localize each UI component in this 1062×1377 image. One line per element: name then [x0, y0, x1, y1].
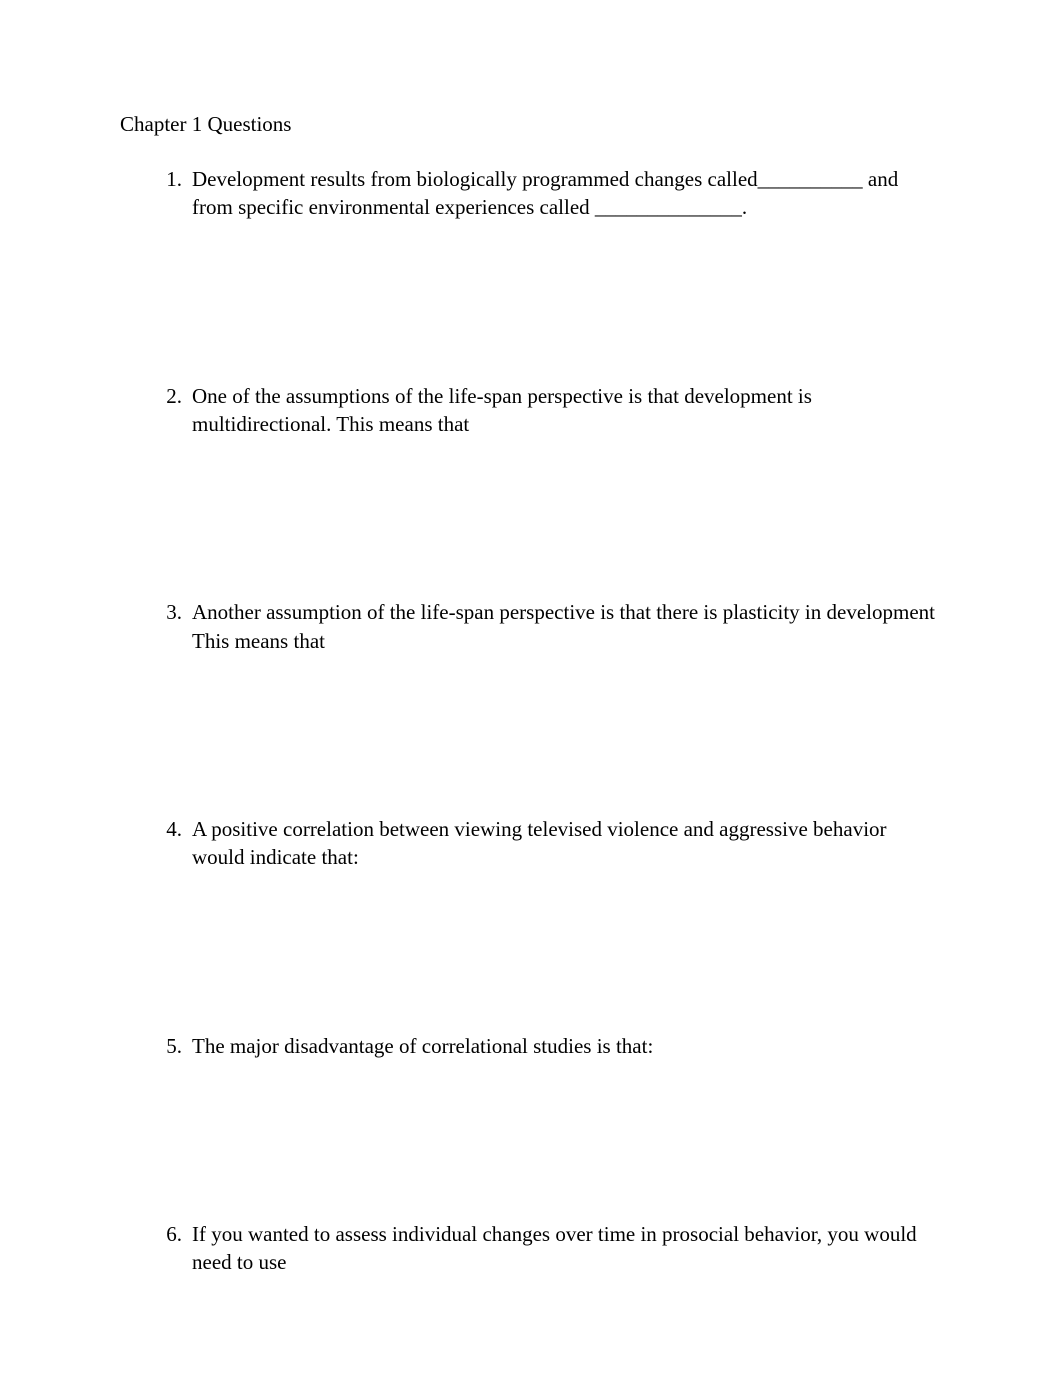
question-text: Another assumption of the life-span pers…	[192, 598, 942, 655]
question-number: 6.	[156, 1220, 192, 1277]
question-item: 4. A positive correlation between viewin…	[156, 815, 942, 872]
question-text: A positive correlation between viewing t…	[192, 815, 942, 872]
question-text: If you wanted to assess individual chang…	[192, 1220, 942, 1277]
question-text: The major disadvantage of correlational …	[192, 1032, 942, 1060]
question-item: 2. One of the assumptions of the life-sp…	[156, 382, 942, 439]
question-text: Development results from biologically pr…	[192, 165, 942, 222]
question-item: 6. If you wanted to assess individual ch…	[156, 1220, 942, 1277]
question-number: 3.	[156, 598, 192, 655]
question-item: 1. Development results from biologically…	[156, 165, 942, 222]
question-list: 1. Development results from biologically…	[120, 165, 942, 1277]
page-title: Chapter 1 Questions	[120, 112, 942, 137]
question-number: 2.	[156, 382, 192, 439]
question-number: 1.	[156, 165, 192, 222]
question-text: One of the assumptions of the life-span …	[192, 382, 942, 439]
question-item: 5. The major disadvantage of correlation…	[156, 1032, 942, 1060]
question-number: 4.	[156, 815, 192, 872]
question-item: 3. Another assumption of the life-span p…	[156, 598, 942, 655]
question-number: 5.	[156, 1032, 192, 1060]
